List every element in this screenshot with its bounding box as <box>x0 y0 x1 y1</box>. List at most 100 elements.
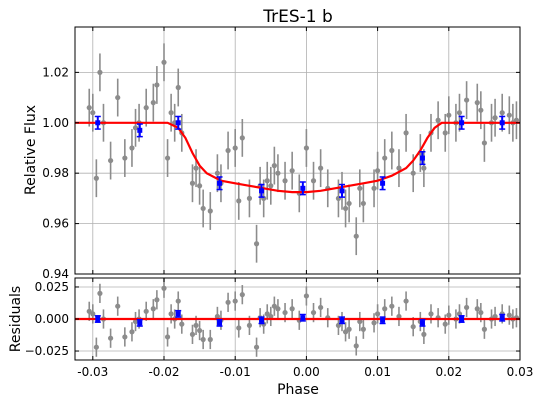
data-point <box>442 321 448 327</box>
data-point <box>382 155 388 161</box>
data-point <box>189 331 196 337</box>
data-point <box>360 200 366 207</box>
x-tick-label: -0.01 <box>220 365 251 379</box>
data-point <box>264 178 270 184</box>
data-point <box>115 94 121 101</box>
data-point <box>268 183 274 189</box>
data-point <box>478 107 484 113</box>
data-point <box>161 59 167 65</box>
y-tick-label: 0.000 <box>35 312 69 326</box>
binned-point <box>259 317 265 323</box>
data-point <box>271 163 277 169</box>
data-point <box>492 313 498 320</box>
y-tick-label: 0.94 <box>42 267 69 281</box>
data-point <box>275 170 281 176</box>
binned-point <box>419 155 425 161</box>
data-point <box>375 311 381 317</box>
flux-panel: 0.94 0.96 0.98 1.00 1.02 <box>42 26 521 281</box>
data-point <box>246 322 253 329</box>
data-point <box>179 321 185 327</box>
data-point <box>175 298 181 304</box>
data-point <box>456 110 463 116</box>
data-point <box>129 329 135 335</box>
data-point <box>303 293 309 299</box>
data-point <box>161 285 167 291</box>
data-point <box>371 185 377 191</box>
data-point <box>474 306 480 312</box>
data-point <box>97 290 103 296</box>
data-point <box>403 130 409 136</box>
data-point <box>282 309 288 316</box>
data-point <box>389 303 395 309</box>
binned-point <box>95 120 101 126</box>
chart-title: TrES-1 b <box>262 7 333 27</box>
data-point <box>154 82 160 88</box>
data-point <box>428 311 434 317</box>
binned-point <box>419 320 425 326</box>
data-point <box>168 110 174 116</box>
data-point <box>389 147 395 154</box>
data-point <box>396 313 402 320</box>
binned-point <box>499 120 505 126</box>
data-point <box>97 69 103 75</box>
data-point <box>239 292 245 298</box>
y-tick-label: 0.025 <box>35 280 69 294</box>
data-point <box>108 335 114 341</box>
data-point <box>499 110 505 116</box>
data-point <box>446 312 452 318</box>
data-point <box>303 145 309 151</box>
x-tick-label: 0.00 <box>293 365 320 379</box>
binned-point <box>339 317 345 323</box>
data-point <box>513 117 520 123</box>
data-point <box>289 168 295 174</box>
binned-point <box>300 185 306 191</box>
binned-point <box>175 311 181 317</box>
binned-point <box>259 188 265 194</box>
binned-point <box>459 120 465 126</box>
data-point <box>236 198 242 204</box>
data-point <box>318 304 324 311</box>
x-tick-label: 0.02 <box>435 365 462 379</box>
data-point <box>446 112 452 118</box>
data-point <box>200 205 206 212</box>
data-point <box>197 183 203 189</box>
data-point <box>150 100 156 106</box>
data-point <box>282 178 288 184</box>
data-point <box>310 309 317 316</box>
data-point <box>253 241 260 247</box>
data-point <box>108 157 114 164</box>
data-point <box>474 100 480 106</box>
data-point <box>214 170 220 176</box>
data-point <box>396 165 402 171</box>
data-point <box>193 322 199 329</box>
data-point <box>207 208 213 214</box>
x-tick-label: 0.01 <box>364 365 391 379</box>
data-point <box>93 344 99 350</box>
data-point <box>421 165 427 171</box>
x-tick-label: -0.03 <box>77 365 108 379</box>
data-point <box>253 344 260 350</box>
data-point <box>232 298 238 304</box>
data-point <box>225 299 231 305</box>
data-point <box>464 97 470 103</box>
data-point <box>342 205 349 212</box>
data-point <box>154 297 160 303</box>
binned-point <box>217 180 223 186</box>
data-point <box>410 170 416 176</box>
data-point <box>150 306 156 312</box>
binned-point <box>380 317 386 323</box>
data-point <box>382 306 388 312</box>
y-tick-label: 0.96 <box>42 217 69 231</box>
data-point <box>506 112 512 118</box>
binned-point <box>459 316 465 322</box>
data-point <box>93 175 99 181</box>
binned-point <box>339 188 345 194</box>
data-point <box>464 304 470 311</box>
data-point <box>442 130 448 136</box>
residuals-panel: −0.025 0.000 0.025 -0.03 -0.02 -0.01 0.00 0.01 0… <box>25 277 533 379</box>
data-point <box>86 105 92 111</box>
model-line <box>75 121 520 194</box>
data-point <box>115 303 121 309</box>
data-point <box>143 105 149 111</box>
data-point <box>132 125 139 131</box>
